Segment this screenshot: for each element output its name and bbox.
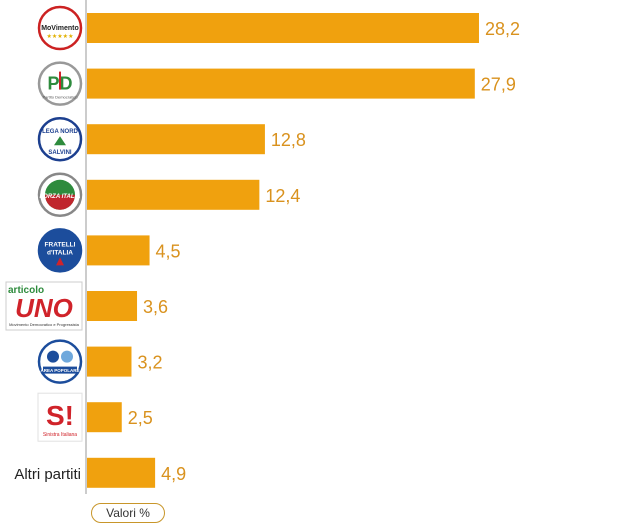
bar-3 [87,179,260,210]
bar-7 [87,402,122,433]
bar-1 [87,68,475,99]
logo-text: UNO [15,293,73,323]
logo-text: FRATELLI [45,241,76,248]
forza-italia-logo-icon: FORZA ITALIA [37,172,83,218]
value-label-6: 3,2 [137,353,162,373]
value-label-3: 12,4 [265,186,300,206]
area-popolare-logo-icon: AREA POPOLARE [37,339,83,384]
logo-sub: SALVINI [48,150,72,156]
movimento-5-stelle-logo-icon: MoVimento★★★★★ [37,5,83,51]
logo-text: FORZA ITALIA [40,194,81,200]
value-label-1: 27,9 [481,75,516,95]
value-label-7: 2,5 [128,408,153,428]
bar-4 [87,235,150,266]
logo-text: S! [46,400,74,431]
bar-2 [87,124,265,155]
logo-sub: d'ITALIA [47,249,73,256]
value-label-4: 4,5 [156,241,181,261]
legend-valori: Valori % [91,503,165,523]
category-label-8: Altri partiti [14,466,81,483]
logo-text: MoVimento [41,25,79,32]
sinistra-italiana-logo-icon: S!Sinistra Italiana [37,392,83,442]
logo-sub: ★★★★★ [47,33,74,40]
logo-sub: Partito Democratico [42,95,78,100]
logo-text: LEGA NORD [42,129,78,135]
bar-6 [87,346,132,377]
value-label-0: 28,2 [485,19,520,39]
logo-sub: articolo [8,285,44,296]
bar-5 [87,291,138,321]
logo-text: AREA POPOLARE [40,368,79,373]
logo-sub2: Movimento Democratico e Progressista [9,322,80,327]
lega-nord-logo-icon: LEGA NORD SALVINI [37,116,83,162]
value-label-5: 3,6 [143,297,168,317]
logo-sub: Sinistra Italiana [43,432,77,438]
bar-8 [87,457,156,488]
value-label-8: 4,9 [161,464,186,484]
value-label-2: 12,8 [271,130,306,150]
bar-0 [87,13,479,43]
